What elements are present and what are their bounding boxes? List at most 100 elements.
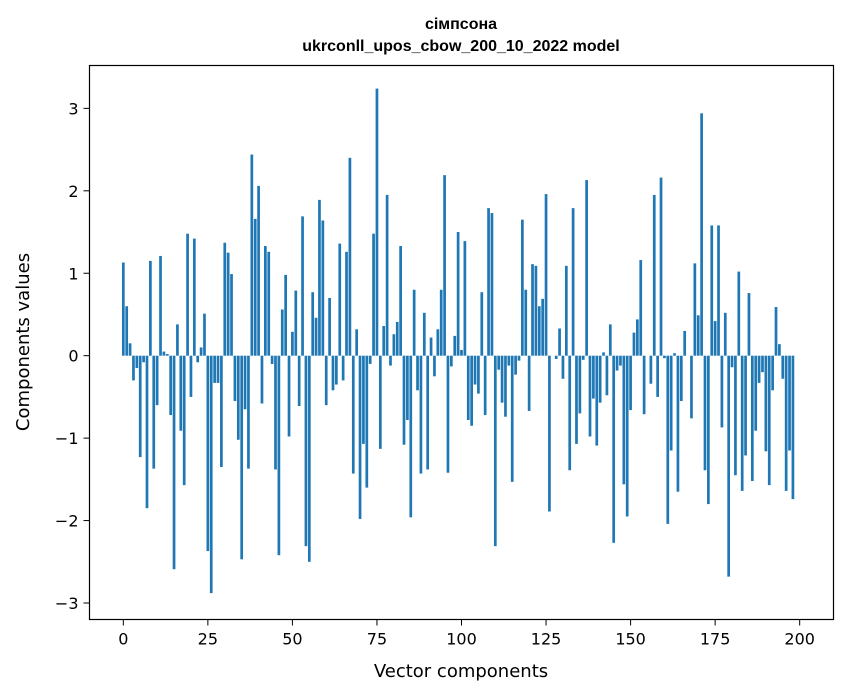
bar	[422, 312, 426, 356]
bar	[135, 355, 139, 369]
bars-group	[121, 88, 795, 594]
bar	[429, 337, 433, 356]
x-axis-ticks: 0 25 50 75 100 125 150 175 200	[118, 619, 815, 649]
bar	[558, 328, 561, 356]
bar	[737, 271, 741, 356]
bar	[588, 355, 592, 437]
bar	[378, 355, 382, 449]
bar	[230, 274, 233, 356]
bar	[605, 355, 609, 396]
bar	[253, 218, 257, 356]
bar	[521, 219, 524, 356]
bar	[155, 355, 159, 406]
bar	[142, 355, 145, 363]
bar	[649, 355, 653, 384]
bar	[564, 265, 568, 356]
x-tick-label: 75	[367, 630, 387, 649]
bar	[294, 290, 298, 356]
bar	[466, 355, 470, 420]
bar	[318, 199, 321, 356]
bar	[696, 315, 700, 356]
bar	[778, 344, 781, 356]
bar	[707, 355, 710, 505]
bar	[703, 355, 707, 471]
bar	[220, 355, 223, 467]
bar	[399, 246, 402, 356]
bar	[301, 216, 304, 356]
bar	[713, 321, 717, 356]
bar	[236, 355, 240, 440]
bar	[666, 355, 670, 524]
bar	[612, 355, 616, 543]
bar	[615, 355, 619, 371]
bar	[412, 289, 416, 356]
bar	[717, 225, 720, 356]
bar	[250, 154, 254, 356]
x-tick-label: 175	[700, 630, 731, 649]
bar	[598, 355, 602, 403]
bar	[162, 351, 166, 356]
bar	[622, 355, 626, 485]
bar	[710, 225, 714, 356]
bar	[270, 355, 274, 364]
bar	[764, 355, 768, 452]
bar	[740, 355, 744, 491]
bar	[406, 355, 409, 420]
bar	[280, 309, 284, 356]
x-tick-label: 125	[531, 630, 562, 649]
bar	[554, 355, 558, 359]
bar	[297, 355, 301, 406]
bar	[510, 355, 514, 482]
bar	[683, 330, 687, 356]
bar	[243, 355, 247, 410]
bar	[537, 306, 541, 356]
bar	[375, 88, 379, 356]
bar	[392, 334, 396, 356]
bar	[629, 355, 632, 411]
y-axis-ticks: −3 −2 −1 0 1 2 3	[55, 99, 90, 613]
bar	[608, 324, 612, 356]
bar	[199, 347, 203, 356]
bar	[389, 355, 392, 366]
bar	[206, 355, 210, 552]
x-axis-label: Vector components	[374, 661, 548, 682]
y-tick-label: −3	[55, 594, 79, 613]
bar	[355, 329, 359, 356]
bar	[152, 355, 156, 469]
bar	[639, 260, 643, 356]
bar	[358, 355, 362, 519]
bar	[345, 251, 348, 356]
bar	[571, 208, 575, 356]
bar	[784, 355, 788, 491]
bar	[490, 213, 494, 356]
y-tick-label: 0	[68, 347, 78, 366]
bar	[287, 355, 291, 437]
bar	[186, 233, 189, 356]
bar	[328, 297, 331, 356]
x-tick-label: 0	[118, 630, 128, 649]
bar	[473, 355, 477, 385]
chart-subtitle: ukrconll_upos_cbow_200_10_2022 model	[302, 38, 619, 55]
bar	[307, 355, 311, 562]
bar	[497, 355, 501, 370]
bar	[791, 355, 795, 500]
bar	[548, 355, 551, 512]
x-tick-label: 100	[446, 630, 477, 649]
bar	[487, 208, 490, 356]
bar	[592, 355, 595, 399]
chart-title: сімпсона	[425, 16, 497, 33]
bar	[395, 321, 399, 356]
bar	[213, 355, 216, 383]
bar	[744, 355, 747, 456]
y-tick-label: 3	[68, 99, 78, 118]
bar	[693, 263, 697, 356]
x-tick-label: 200	[784, 630, 815, 649]
bar	[419, 355, 423, 474]
bar	[264, 246, 267, 356]
bar	[260, 355, 264, 404]
bar	[619, 355, 622, 366]
bar	[443, 175, 446, 356]
bar	[450, 355, 453, 367]
y-axis-label: Components values	[13, 253, 34, 431]
bar	[632, 332, 636, 356]
